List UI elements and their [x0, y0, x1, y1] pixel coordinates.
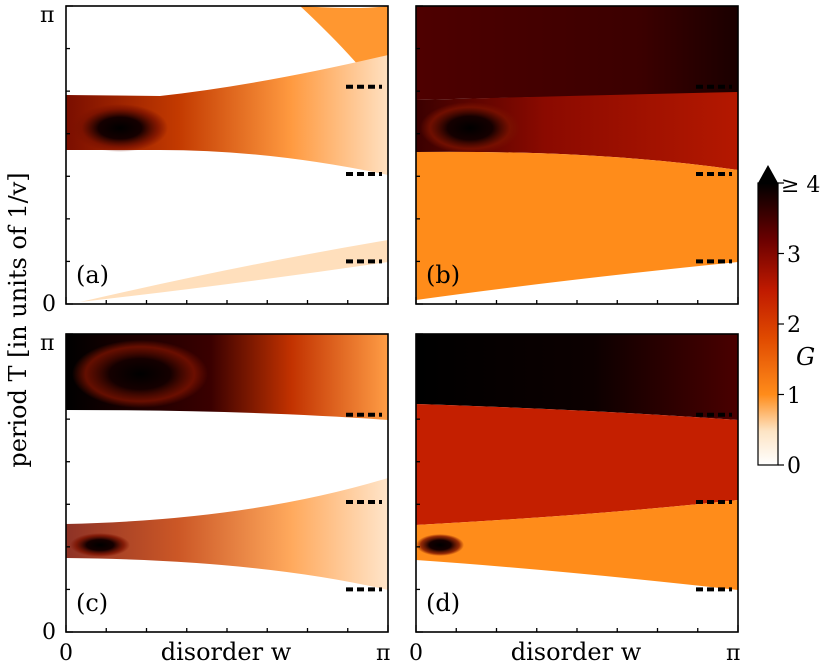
- colorbar-label: G: [796, 343, 815, 371]
- panel-label-b: (b): [426, 261, 460, 289]
- panel-b-top-region: [416, 6, 738, 100]
- y-tick-pi-bottom: π: [40, 331, 54, 356]
- x-tick-pi-right: π: [726, 641, 740, 665]
- x-tick-0-left: 0: [59, 641, 73, 665]
- colorbar-tick-1: 1: [787, 384, 801, 409]
- panel-d: [415, 333, 739, 633]
- panel-c-lower-band: [66, 478, 388, 590]
- marker-dashes: [346, 84, 732, 592]
- colorbar-tick-4: ≥ 4: [781, 173, 820, 198]
- colorbar-ticks: [778, 182, 784, 466]
- x-tick-pi-left: π: [376, 641, 390, 665]
- x-axis-label-left: disorder w: [161, 638, 292, 665]
- colorbar-extend-arrow: [758, 165, 778, 183]
- y-tick-0-bottom: 0: [42, 620, 56, 645]
- colorbar-bar: [757, 182, 779, 466]
- panel-d-lower-core: [416, 534, 464, 556]
- panel-label-c: (c): [76, 589, 108, 617]
- panel-a: [65, 5, 389, 305]
- panel-a-upper-band: [300, 6, 388, 100]
- y-axis-label: period T [in units of 1/v]: [4, 172, 32, 467]
- panel-a-dark-core: [72, 104, 168, 152]
- panel-d-top-region: [416, 334, 738, 420]
- panel-b-orange-region: [416, 151, 738, 300]
- colorbar-tick-0: 0: [787, 454, 801, 479]
- colorbar-tick-2: 2: [787, 313, 801, 338]
- panel-c-lower-core: [70, 533, 130, 557]
- colorbar-tick-3: 3: [787, 243, 801, 268]
- x-tick-0-right: 0: [409, 641, 423, 665]
- colorbar: 0 1 2 3 ≥ 4 G: [757, 165, 820, 479]
- panel-d-red-region: [416, 404, 738, 525]
- panel-c: [65, 333, 389, 633]
- y-tick-0-top: 0: [42, 292, 56, 317]
- y-tick-pi-top: π: [40, 3, 54, 28]
- panel-b: [415, 5, 739, 305]
- axis-ticks: [65, 5, 739, 633]
- x-axis-label-right: disorder w: [511, 638, 642, 665]
- panel-c-dark-core: [72, 340, 208, 408]
- panel-a-lower-band: [80, 240, 388, 302]
- panel-d-orange-region: [416, 500, 738, 590]
- panel-label-a: (a): [76, 261, 109, 289]
- panel-b-dark-core: [420, 102, 520, 154]
- panel-label-d: (d): [426, 589, 460, 617]
